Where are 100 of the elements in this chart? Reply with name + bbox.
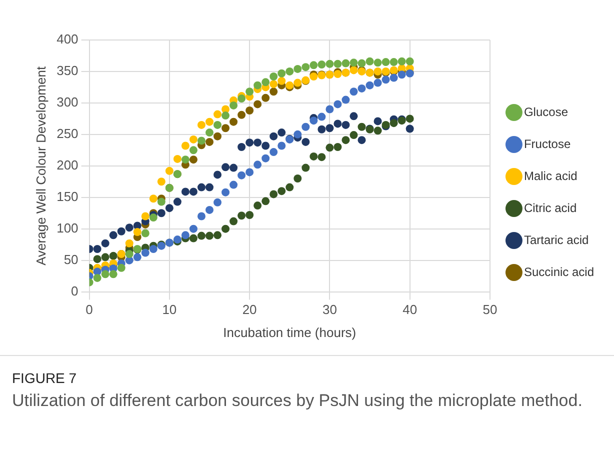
legend-label: Fructose — [524, 136, 571, 151]
point — [342, 120, 350, 129]
point — [310, 116, 318, 125]
point — [246, 168, 254, 176]
point — [374, 58, 382, 67]
point — [302, 122, 310, 131]
x-axis-title: Incubation time (hours) — [223, 324, 356, 340]
point — [286, 67, 294, 76]
point — [246, 106, 254, 115]
point — [334, 100, 342, 108]
point — [214, 231, 222, 240]
point — [254, 202, 262, 210]
point — [254, 138, 262, 147]
point — [238, 94, 246, 103]
point — [390, 58, 398, 66]
point — [165, 166, 174, 175]
point — [366, 57, 374, 66]
point — [318, 125, 326, 134]
point — [157, 209, 166, 218]
point — [342, 96, 350, 104]
point — [101, 253, 110, 262]
point — [278, 69, 286, 78]
point — [149, 214, 158, 222]
point — [141, 248, 150, 257]
point — [173, 154, 182, 163]
point — [205, 232, 214, 240]
point — [189, 156, 198, 164]
point — [350, 88, 358, 96]
point — [278, 76, 286, 85]
point — [350, 58, 358, 67]
point — [358, 136, 366, 144]
point — [189, 224, 198, 233]
point — [262, 197, 270, 206]
point — [350, 131, 358, 140]
point — [302, 164, 310, 172]
x-tick-label: 0 — [86, 302, 93, 318]
point — [222, 163, 230, 172]
point — [382, 76, 390, 84]
point — [286, 183, 294, 192]
point — [398, 57, 406, 66]
point — [262, 78, 270, 86]
y-tick-label: 400 — [56, 32, 78, 47]
point — [326, 144, 334, 152]
point — [141, 212, 150, 220]
point — [125, 250, 134, 258]
point — [181, 231, 190, 240]
point — [222, 224, 230, 233]
point — [214, 170, 222, 179]
point — [205, 118, 214, 126]
point — [149, 244, 158, 253]
point — [93, 274, 102, 282]
legend-label: Citric acid — [524, 200, 577, 215]
point — [101, 239, 110, 248]
point — [358, 59, 366, 68]
y-tick-label: 50 — [64, 252, 78, 267]
point — [390, 74, 398, 82]
point — [149, 194, 158, 203]
point — [109, 252, 118, 260]
point — [133, 228, 142, 236]
x-tick-label: 50 — [482, 302, 498, 318]
point — [238, 110, 246, 119]
point — [270, 148, 278, 156]
x-tick-label: 30 — [322, 302, 337, 318]
y-tick-label: 300 — [56, 94, 78, 110]
point — [334, 143, 342, 152]
point — [278, 187, 286, 196]
point — [294, 174, 302, 182]
point — [326, 124, 334, 132]
point — [101, 270, 110, 278]
point — [246, 211, 254, 219]
point — [117, 227, 126, 236]
point — [342, 136, 350, 144]
point — [342, 59, 350, 68]
point — [230, 118, 238, 126]
legend-label: Malic acid — [524, 168, 578, 183]
y-axis-title: Average Well Colour Development — [33, 66, 48, 266]
point — [294, 78, 302, 87]
point — [197, 120, 206, 129]
point — [310, 152, 318, 160]
caption: FIGURE 7 — [12, 370, 78, 386]
point — [230, 180, 238, 189]
point — [125, 239, 134, 248]
legend-label: Tartaric acid — [524, 232, 589, 247]
point — [189, 188, 198, 196]
point — [222, 112, 230, 120]
point — [230, 217, 238, 226]
point — [270, 132, 278, 140]
legend-label: Succinic acid — [524, 264, 594, 279]
point — [334, 60, 342, 68]
point — [230, 164, 238, 172]
point — [93, 244, 102, 253]
point — [181, 188, 190, 196]
point — [390, 119, 398, 128]
point — [374, 117, 382, 126]
point — [254, 160, 262, 169]
point — [262, 154, 270, 162]
point — [254, 100, 262, 108]
point — [197, 136, 206, 145]
point — [382, 58, 390, 66]
point — [358, 84, 366, 92]
